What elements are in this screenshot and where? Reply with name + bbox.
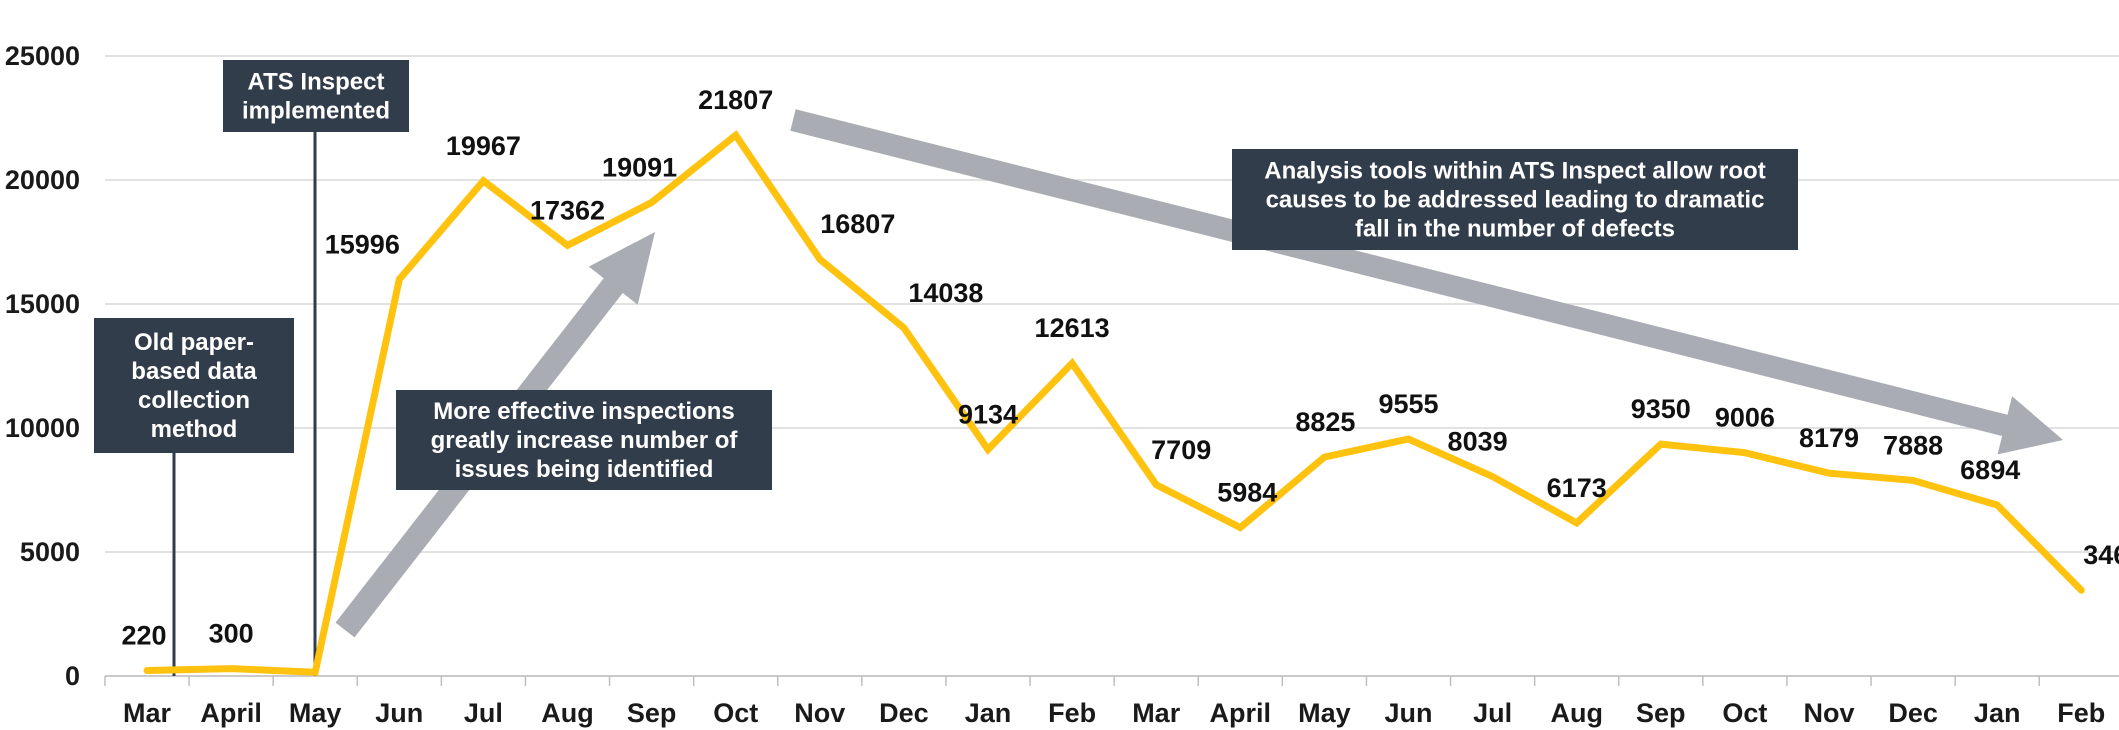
data-label: 7888	[1883, 430, 1943, 460]
annotation-box-old	[94, 318, 294, 453]
annotation-box-analysis	[1232, 149, 1798, 250]
annotation-text: More effective inspections	[433, 398, 734, 425]
annotation-box-ats	[223, 60, 409, 132]
y-tick-label: 5000	[20, 537, 80, 567]
data-label: 220	[121, 621, 166, 651]
annotation-text: fall in the number of defects	[1355, 216, 1675, 243]
x-tick-label: Mar	[1132, 698, 1181, 728]
data-label: 19091	[602, 153, 677, 183]
annotation-text: implemented	[242, 98, 390, 125]
x-axis: Mar April May Jun Jul Aug Sep Oct Nov Dec Jan Feb Ma…	[104, 675, 2119, 728]
data-label: 9134	[958, 399, 1018, 429]
grid-lines	[105, 55, 2119, 677]
data-label: 8825	[1295, 407, 1355, 437]
x-tick-label: April	[200, 698, 262, 728]
x-tick-label: Jul	[1473, 698, 1512, 728]
x-tick-label: Feb	[2057, 698, 2105, 728]
data-labels: 220 300 15996 19967 17362 19091 21807 16807 1403…	[121, 85, 2119, 650]
annotation-text: ATS Inspect	[248, 69, 385, 96]
x-tick-label: Dec	[1888, 698, 1938, 728]
annotation-box-effective	[396, 390, 772, 490]
decrease-trend-arrow	[790, 109, 2063, 455]
x-tick-label: April	[1210, 698, 1272, 728]
trend-arrows	[335, 109, 2063, 638]
data-label: 15996	[325, 229, 400, 259]
annotation-text: Analysis tools within ATS Inspect allow …	[1264, 158, 1765, 185]
data-label: 12613	[1035, 313, 1110, 343]
data-label: 9555	[1378, 389, 1438, 419]
data-label: 9006	[1715, 403, 1775, 433]
data-label: 8179	[1799, 423, 1859, 453]
data-label: 300	[209, 619, 254, 649]
x-tick-label: Oct	[713, 698, 758, 728]
x-tick-label: May	[289, 698, 342, 728]
x-tick-label: Jan	[1974, 698, 2021, 728]
x-tick-label: Jun	[375, 698, 423, 728]
x-tick-label: Feb	[1048, 698, 1096, 728]
x-tick-label: Oct	[1722, 698, 1767, 728]
annotation-text: based data	[131, 358, 257, 385]
data-label: 9350	[1631, 394, 1691, 424]
y-tick-label: 15000	[5, 289, 80, 319]
x-tick-label: Aug	[1550, 698, 1602, 728]
x-tick-label: Jun	[1384, 698, 1432, 728]
data-label: 8039	[1448, 427, 1508, 457]
annotation-text: collection	[138, 387, 250, 414]
event-marker-lines	[172, 132, 317, 676]
data-label: 3461	[2083, 540, 2119, 570]
annotation-text: causes to be addressed leading to dramat…	[1266, 187, 1765, 214]
y-axis: 0 5000 10000 15000 20000 25000	[5, 41, 80, 691]
data-label: 7709	[1151, 435, 1211, 465]
series-layer	[143, 130, 2085, 676]
data-label: 19967	[446, 131, 521, 161]
x-tick-label: Sep	[627, 698, 677, 728]
data-label: 5984	[1217, 478, 1277, 508]
data-label: 17362	[530, 195, 605, 225]
x-tick-label: Dec	[879, 698, 929, 728]
x-tick-label: Sep	[1636, 698, 1686, 728]
defects-series-line	[143, 130, 2085, 676]
annotation-text: issues being identified	[455, 456, 714, 483]
data-label: 6894	[1960, 455, 2020, 485]
y-tick-label: 0	[65, 661, 80, 691]
y-tick-label: 20000	[5, 165, 80, 195]
annotation-text: method	[151, 416, 238, 443]
x-tick-label: Jul	[464, 698, 503, 728]
x-tick-label: Nov	[1803, 698, 1854, 728]
x-tick-label: Mar	[123, 698, 172, 728]
annotation-text: greatly increase number of	[431, 427, 739, 454]
data-label: 14038	[908, 278, 983, 308]
data-label: 16807	[820, 209, 895, 239]
x-tick-label: Aug	[541, 698, 593, 728]
x-tick-label: May	[1298, 698, 1351, 728]
data-label: 21807	[698, 85, 773, 115]
annotation-text: Old paper-	[134, 329, 254, 356]
x-tick-label: Jan	[965, 698, 1012, 728]
y-tick-label: 25000	[5, 41, 80, 71]
x-tick-label: Nov	[794, 698, 845, 728]
y-tick-label: 10000	[5, 413, 80, 443]
data-label: 6173	[1547, 473, 1607, 503]
